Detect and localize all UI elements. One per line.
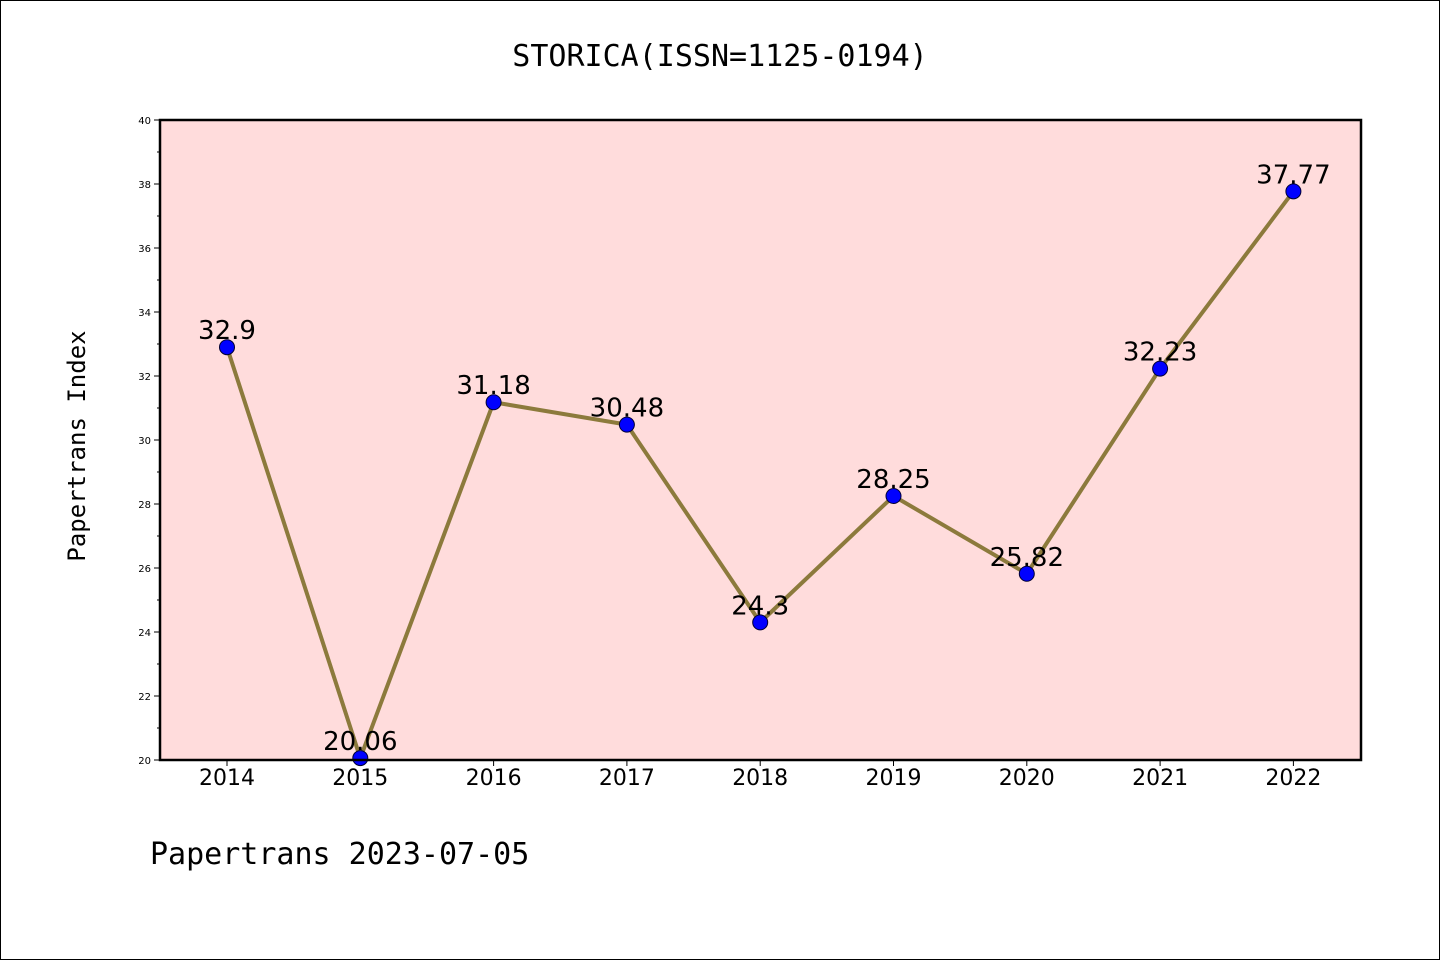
data-label: 32.9 [198,316,256,346]
x-tick-label: 2018 [732,766,788,791]
data-point [219,339,235,356]
data-label: 31.18 [456,371,530,401]
data-point [885,488,902,504]
data-point [1285,183,1302,200]
data-point [1018,565,1035,582]
x-tick-label: 2020 [999,766,1055,791]
plot-border [158,118,1363,762]
x-tick-label: 2019 [866,766,922,791]
data-label: 32.23 [1123,338,1197,368]
plot-area [160,120,1361,760]
data-label: 25.82 [990,543,1064,573]
x-tick-label: 2017 [599,766,655,791]
data-label: 24.3 [731,591,789,621]
y-tick-label: 22 [138,692,151,703]
y-tick-label: 34 [138,308,151,319]
x-tick-label: 2016 [466,766,522,791]
data-point [352,750,369,767]
x-tick-label: 2022 [1265,766,1321,791]
data-point [752,614,769,631]
y-tick-label: 32 [138,372,151,383]
data-point [1152,360,1169,377]
y-tick-label: 36 [138,244,151,255]
data-point [485,394,502,411]
y-tick-label: 28 [138,500,151,511]
y-tick-label: 26 [138,564,151,575]
y-axis: 20 22 24 26 28 30 32 34 36 38 40 [138,116,160,767]
data-label: 28.25 [856,465,930,495]
data-label: 37.77 [1256,160,1330,190]
data-markers [219,183,1302,767]
y-tick-label: 20 [138,756,151,767]
x-tick-label: 2015 [332,766,388,791]
x-tick-label: 2014 [199,766,255,791]
chart-title: STORICA(ISSN=1125-0194) [512,39,927,74]
x-axis: 2014 2015 2016 2017 2018 2019 2020 2021 2022 [199,760,1321,791]
y-tick-label: 38 [138,180,151,191]
data-point [618,416,635,433]
data-label: 30.48 [590,394,664,424]
y-tick-label: 40 [138,116,151,127]
data-labels: 32.9 20.06 31.18 30.48 24.3 28.25 25.82 32.23 37… [198,160,1331,757]
x-tick-label: 2021 [1132,766,1188,791]
y-tick-label: 30 [138,436,151,447]
footer-text: Papertrans 2023-07-05 [150,837,529,872]
y-tick-label: 24 [138,628,151,639]
y-axis-label: Papertrans Index [63,330,91,561]
data-label: 20.06 [323,727,397,757]
